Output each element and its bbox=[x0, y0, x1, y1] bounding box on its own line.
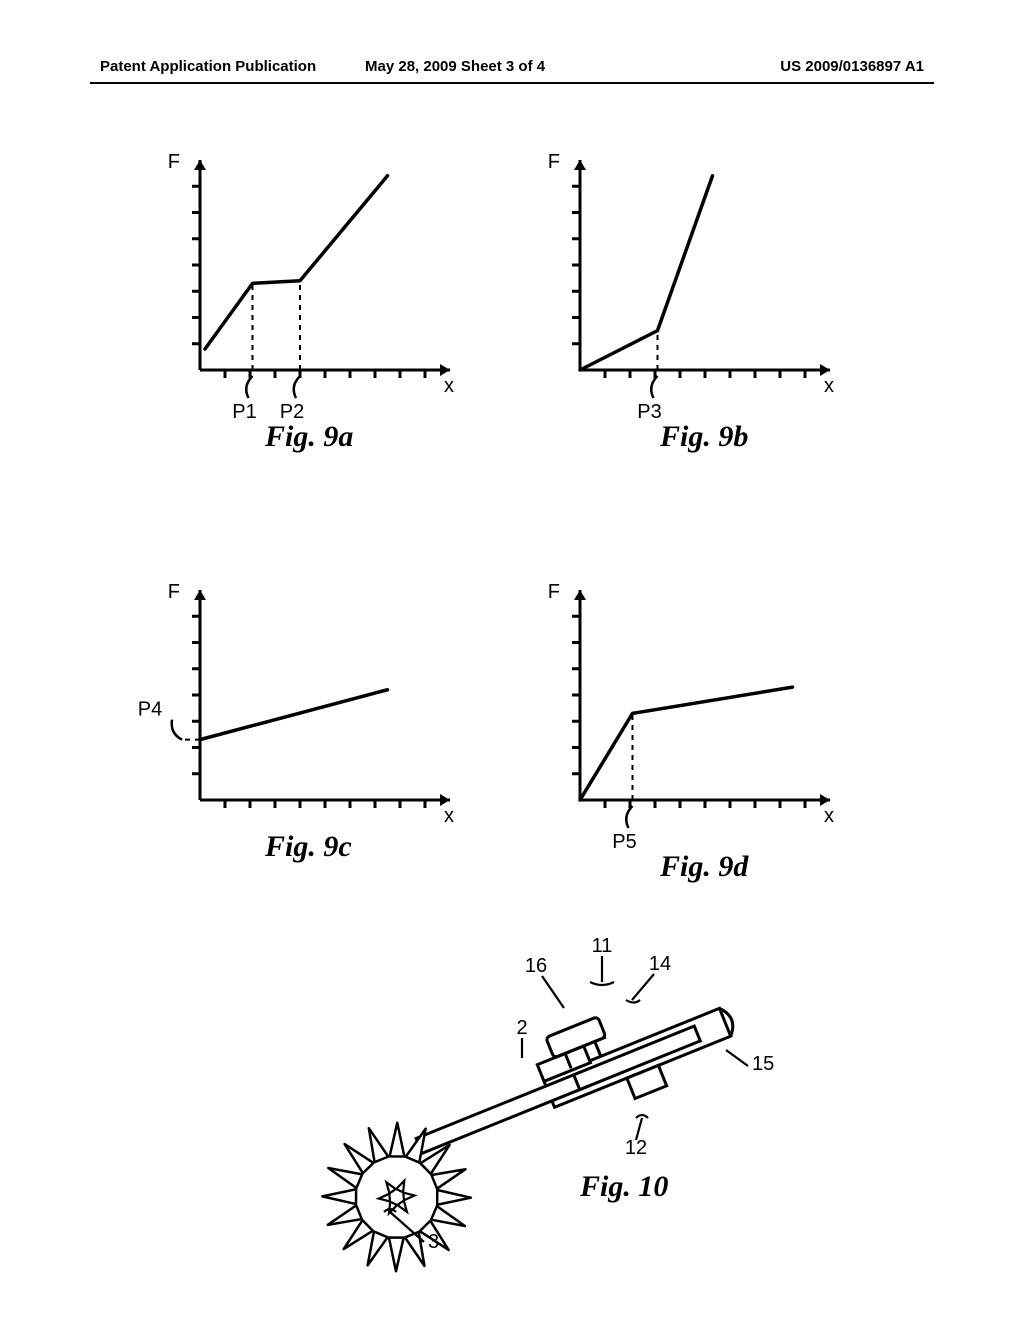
caption-9b: Fig. 9b bbox=[660, 420, 748, 454]
svg-text:3: 3 bbox=[428, 1231, 439, 1253]
svg-text:F: F bbox=[168, 151, 180, 173]
header-date-sheet: May 28, 2009 Sheet 3 of 4 bbox=[365, 58, 545, 75]
figure-9c: xFP4 Fig. 9c bbox=[150, 570, 470, 875]
caption-9c: Fig. 9c bbox=[265, 830, 352, 864]
caption-9d: Fig. 9d bbox=[660, 850, 748, 884]
svg-text:x: x bbox=[824, 805, 834, 827]
header-docnumber: US 2009/0136897 A1 bbox=[780, 58, 924, 75]
figure-9b: xFP3 Fig. 9b bbox=[530, 140, 850, 445]
svg-text:F: F bbox=[548, 581, 560, 603]
figure-9a: xFP1P2 Fig. 9a bbox=[150, 140, 470, 445]
chart-9b: x F P3 bbox=[530, 140, 850, 440]
svg-text:12: 12 bbox=[625, 1137, 647, 1159]
figure-10: 11 16 14 2 15 12 3 Fig. 10 bbox=[250, 930, 810, 1275]
svg-text:F: F bbox=[548, 151, 560, 173]
svg-text:11: 11 bbox=[592, 935, 613, 957]
svg-text:16: 16 bbox=[525, 955, 547, 977]
svg-text:P5: P5 bbox=[612, 831, 636, 853]
svg-text:x: x bbox=[444, 375, 454, 397]
svg-text:2: 2 bbox=[516, 1017, 527, 1039]
header-publication: Patent Application Publication bbox=[100, 58, 316, 75]
svg-text:P1: P1 bbox=[232, 401, 256, 423]
svg-text:x: x bbox=[444, 805, 454, 827]
svg-text:P3: P3 bbox=[637, 401, 661, 423]
chart-9c: xFP4 bbox=[150, 570, 470, 870]
svg-text:15: 15 bbox=[752, 1053, 774, 1075]
svg-text:P4: P4 bbox=[138, 699, 162, 721]
header-rule bbox=[90, 82, 934, 84]
chart-9d: x F P5 bbox=[530, 570, 850, 870]
figure-9d: xFP5 Fig. 9d bbox=[530, 570, 850, 875]
svg-text:F: F bbox=[168, 581, 180, 603]
caption-9a: Fig. 9a bbox=[265, 420, 353, 454]
svg-text:x: x bbox=[824, 375, 834, 397]
caption-10: Fig. 10 bbox=[580, 1170, 668, 1204]
svg-text:14: 14 bbox=[649, 953, 671, 975]
chart-9a: xFP1P2 bbox=[150, 140, 470, 440]
page: Patent Application Publication May 28, 2… bbox=[0, 0, 1024, 1320]
diagram-10: 11 16 14 2 15 12 3 bbox=[250, 930, 810, 1270]
